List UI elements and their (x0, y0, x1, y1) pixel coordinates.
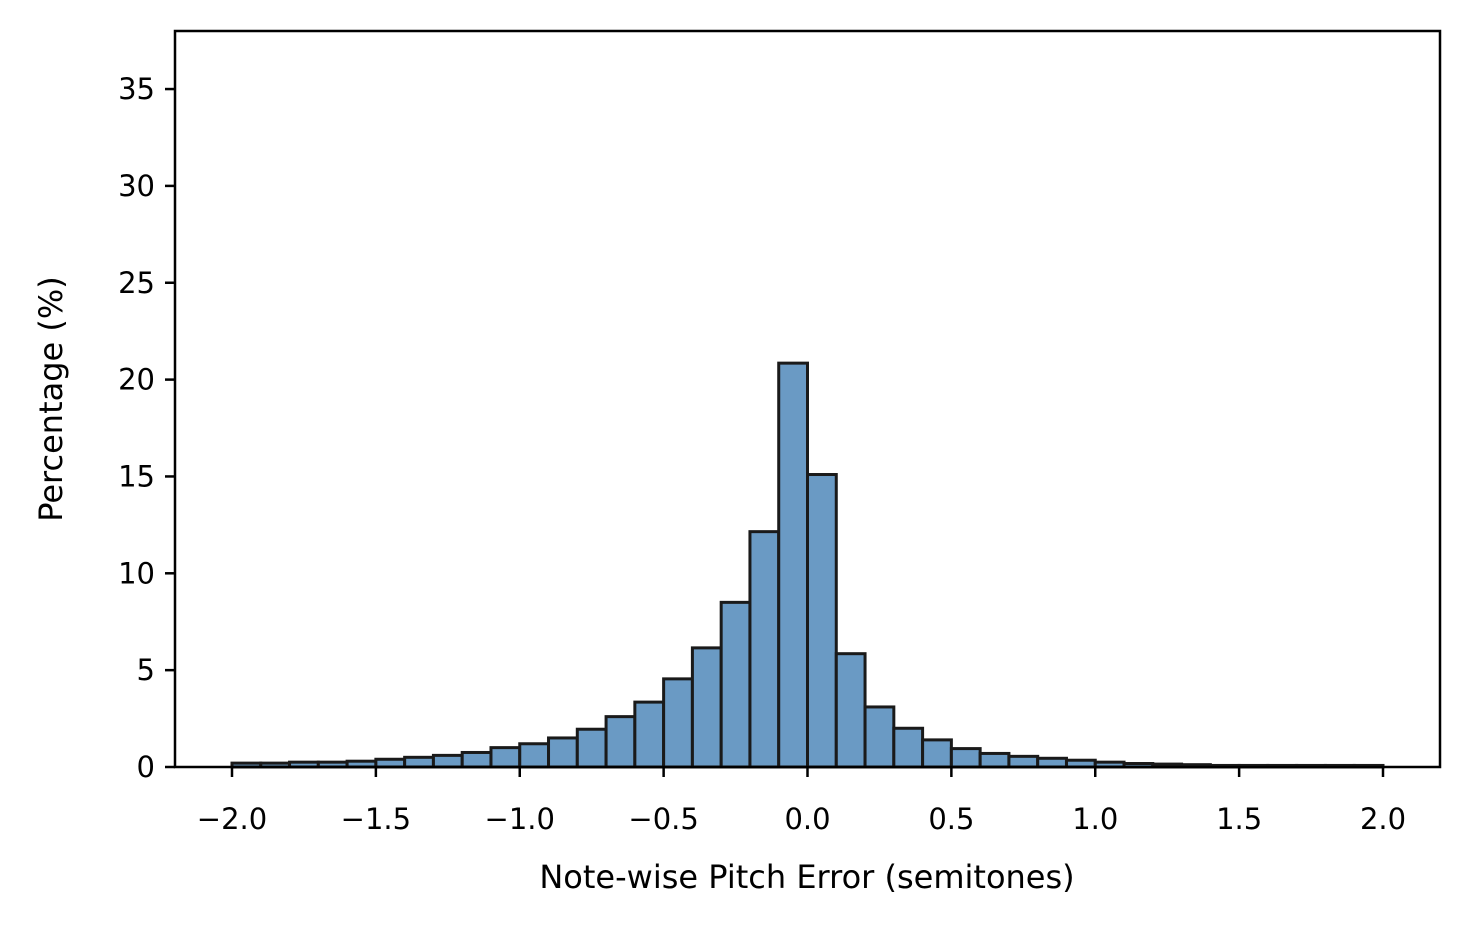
histogram-bar (949, 747, 982, 769)
y-tick-label: 15 (118, 459, 155, 493)
histogram-bar (921, 738, 953, 769)
histogram-bar (1036, 756, 1068, 769)
x-tick-label: 0.0 (784, 802, 830, 836)
histogram-bar (518, 742, 551, 769)
x-tick-label: −1.0 (485, 802, 555, 836)
y-tick-label: 20 (118, 363, 155, 397)
histogram-bar (978, 751, 1011, 769)
x-tick-label: 2.0 (1360, 802, 1406, 836)
y-tick-label: 30 (118, 169, 155, 203)
x-tick-label: −0.5 (628, 802, 698, 836)
y-axis-label: Percentage (%) (32, 276, 70, 522)
y-tick-label: 5 (137, 653, 155, 687)
x-tick-label: 1.5 (1216, 802, 1262, 836)
histogram-bar (863, 705, 896, 769)
histogram-bar (575, 727, 608, 769)
y-tick-label: 0 (137, 750, 155, 784)
y-tick-label: 10 (118, 556, 155, 590)
histogram-bar (547, 736, 579, 769)
x-tick-label: 1.0 (1072, 802, 1118, 836)
x-axis-label: Note-wise Pitch Error (semitones) (539, 858, 1074, 896)
x-tick-label: −2.0 (197, 802, 267, 836)
y-tick-label: 35 (118, 72, 155, 106)
histogram-bar (604, 715, 637, 769)
histogram-bar (748, 530, 781, 769)
x-axis-ticks: −2.0 −1.5 −1.0 −0.5 0.0 0.5 1.0 1.5 2.0 (197, 767, 1406, 836)
histogram-bar (431, 753, 464, 769)
histogram-bar (633, 700, 666, 769)
histogram-bar (892, 726, 925, 769)
histogram-bar (460, 750, 493, 769)
histogram-bar (1007, 754, 1040, 769)
y-axis-ticks: 0 5 10 15 20 25 30 35 (118, 72, 175, 784)
x-tick-label: 0.5 (928, 802, 974, 836)
histogram-bar (777, 361, 809, 769)
histogram-bars (230, 361, 1385, 769)
y-tick-label: 25 (118, 266, 155, 300)
histogram-bar (489, 746, 522, 769)
histogram-bar (806, 473, 838, 769)
histogram-bar (662, 677, 694, 769)
histogram-bar (403, 755, 435, 769)
histogram-bar (719, 600, 752, 769)
histogram-bar (690, 646, 723, 769)
x-tick-label: −1.5 (341, 802, 411, 836)
histogram-bar (834, 652, 867, 769)
